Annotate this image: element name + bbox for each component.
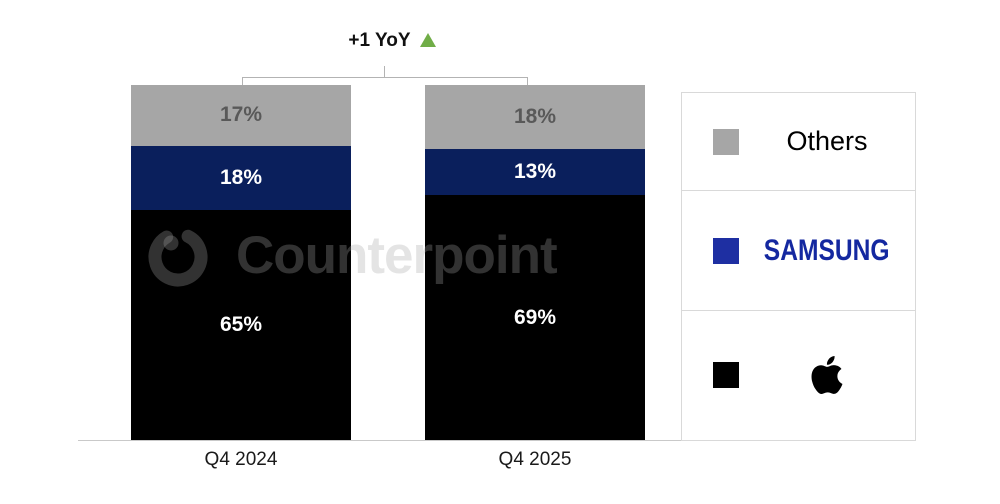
yoy-annotation-text: +1 YoY xyxy=(348,30,411,51)
bar-segment-apple: 65% xyxy=(131,209,351,441)
others-swatch xyxy=(713,128,739,155)
samsung-swatch xyxy=(713,237,739,264)
bar-segment-samsung: 18% xyxy=(131,145,351,210)
bar-segment-samsung: 13% xyxy=(425,149,645,196)
apple-swatch xyxy=(713,362,739,388)
legend-box: Others SAMSUNG xyxy=(681,92,916,441)
bracket-horizontal-line xyxy=(242,77,528,78)
segment-value-label: 18% xyxy=(513,105,557,129)
legend-label-others: Others xyxy=(786,126,868,156)
segment-value-label: 65% xyxy=(219,313,263,337)
segment-value-label: 13% xyxy=(513,160,557,184)
bar-segment-others: 18% xyxy=(425,85,645,150)
yoy-annotation: +1 YoY xyxy=(312,30,472,52)
bracket-right-tick xyxy=(527,77,528,85)
stacked-bar-q4-2025: 18% 13% 69% xyxy=(425,85,645,441)
bar-segment-others: 17% xyxy=(131,85,351,146)
x-label-q4-2024: Q4 2024 xyxy=(204,449,278,470)
segment-value-label: 69% xyxy=(513,306,557,330)
bar-segment-apple: 69% xyxy=(425,195,645,441)
x-label-q4-2025: Q4 2025 xyxy=(498,449,572,470)
stacked-bar-q4-2024: 17% 18% 65% xyxy=(131,85,351,441)
x-axis-line xyxy=(78,440,916,441)
apple-logo-icon xyxy=(811,356,843,395)
legend-row-apple xyxy=(682,310,915,439)
segment-value-label: 17% xyxy=(219,103,263,127)
segment-value-label: 18% xyxy=(219,165,263,189)
legend-row-others: Others xyxy=(682,93,915,190)
legend-row-samsung: SAMSUNG xyxy=(682,190,915,310)
bracket-center-stem xyxy=(384,66,385,77)
samsung-wordmark: SAMSUNG xyxy=(764,233,890,267)
up-triangle-icon xyxy=(419,33,436,47)
bracket-left-tick xyxy=(242,77,243,85)
